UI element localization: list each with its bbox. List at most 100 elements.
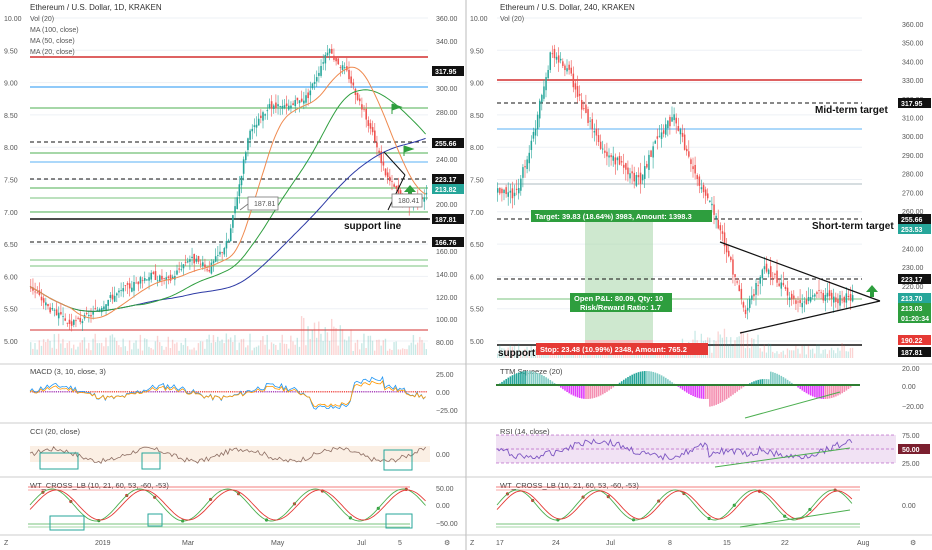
- left-volume-bar: [122, 338, 124, 355]
- left-settings-button[interactable]: ⚙: [444, 539, 450, 547]
- left-volume-bar: [154, 341, 157, 355]
- left-candle-body: [292, 103, 294, 106]
- right-volume-bar: [786, 348, 789, 358]
- right-volume-bar: [765, 352, 768, 358]
- left-candle-body: [191, 256, 193, 259]
- right-ttm-bar: [780, 375, 783, 385]
- right-candle-body: [715, 215, 717, 219]
- left-candle-body: [42, 298, 45, 303]
- right-x-label-3: 8: [668, 540, 672, 547]
- right-candle-body: [732, 259, 734, 275]
- left-macd-hist: [60, 391, 62, 393]
- right-settings-button[interactable]: ⚙: [910, 539, 916, 547]
- right-volume-bar: [746, 333, 749, 358]
- left-volume-bar: [361, 343, 363, 355]
- left-volume-bar: [139, 334, 142, 355]
- left-candle-body: [270, 101, 273, 109]
- right-ttm-bar: [839, 385, 841, 395]
- left-macd-hist: [98, 391, 100, 393]
- left-candle-body: [348, 69, 350, 80]
- left-macd-hist: [326, 391, 328, 393]
- left-candle-body: [300, 98, 303, 102]
- left-volume-bar: [85, 348, 88, 355]
- right-volume-bar: [606, 354, 608, 358]
- right-ttm-bar: [530, 371, 533, 385]
- left-macd-hist: [214, 391, 217, 393]
- left-volume-bar: [378, 339, 380, 355]
- right-candle-body: [625, 163, 627, 170]
- right-volume-bar: [637, 352, 639, 358]
- right-volume-bar: [757, 334, 759, 358]
- left-volume-bar: [275, 345, 277, 355]
- right-candle-body: [602, 148, 604, 150]
- left-macd-hist: [279, 391, 281, 393]
- left-candle-body: [395, 185, 398, 189]
- right-candle-body: [675, 117, 677, 124]
- right-volume-bar: [534, 349, 537, 358]
- left-macd-hist: [401, 391, 404, 393]
- right-volume-bar: [772, 351, 774, 358]
- left-candle-body: [143, 278, 146, 281]
- left-volume-bar: [290, 335, 292, 355]
- left-volume-bar: [350, 329, 352, 355]
- right-ttm-bar: [824, 385, 827, 399]
- right-volume-bar: [667, 353, 669, 358]
- left-macd-hist: [367, 391, 369, 393]
- left-candle-body: [227, 240, 230, 243]
- right-ttm-bar: [772, 372, 774, 385]
- right-right-tick: 220.00: [902, 284, 924, 291]
- right-ttm-bar: [660, 375, 663, 385]
- right-ttm-bar: [566, 385, 568, 393]
- right-volume-bar: [826, 353, 828, 358]
- right-ttm-tick-2: −20.00: [902, 404, 924, 411]
- left-candle-body: [242, 159, 245, 174]
- right-candle-body: [673, 114, 675, 121]
- left-volume-bar: [100, 342, 103, 355]
- right-volume-bar: [803, 345, 805, 358]
- left-volume-bar: [281, 334, 283, 355]
- right-candle-body: [681, 133, 684, 137]
- right-candle-body: [734, 274, 736, 277]
- right-right-axis-ticks: 360.00350.00340.00330.00320.00310.00300.…: [902, 22, 924, 310]
- right-z-button[interactable]: Z: [470, 540, 475, 547]
- right-candle-body: [612, 155, 614, 161]
- right-ttm-bar: [520, 371, 522, 385]
- left-macd-hist: [423, 391, 425, 393]
- left-volume-bar: [169, 348, 172, 355]
- left-candle-body: [311, 83, 314, 89]
- left-macd-hist: [199, 391, 202, 393]
- left-candle-body: [133, 282, 135, 291]
- left-macd-hist: [131, 391, 133, 393]
- left-candle-body: [247, 138, 249, 151]
- left-volume-bar: [257, 345, 260, 355]
- right-candle-body: [578, 93, 581, 96]
- left-macd-hist: [242, 391, 245, 393]
- left-volume-bar: [417, 342, 419, 355]
- left-volume-bar: [32, 348, 34, 355]
- left-price-tag: 317.95: [435, 69, 457, 76]
- right-ttm-bar: [578, 385, 581, 399]
- left-volume-bar: [180, 342, 182, 355]
- right-volume-bar: [499, 344, 501, 358]
- left-z-button[interactable]: Z: [4, 540, 9, 547]
- left-volume-bar: [242, 338, 245, 355]
- left-macd-hist: [320, 391, 322, 393]
- left-macd-hist: [55, 391, 57, 393]
- left-volume-bar: [197, 343, 200, 355]
- left-volume-bar: [94, 333, 96, 355]
- right-ttm-bar: [784, 378, 787, 385]
- left-wt-tick-0: 50.00: [436, 486, 454, 493]
- right-ttm-bar: [738, 385, 741, 391]
- right-ttm-bar: [845, 385, 848, 391]
- left-volume-bar: [343, 339, 346, 355]
- left-macd-hist: [324, 391, 326, 393]
- left-volume-bar: [88, 342, 90, 355]
- right-candle-body: [814, 294, 816, 297]
- right-volume-bar: [814, 353, 816, 358]
- right-ttm-bar: [633, 373, 636, 385]
- right-ttm-bar: [667, 379, 669, 385]
- left-candle-body: [146, 279, 148, 281]
- left-legend-ma50: MA (50, close): [30, 38, 75, 45]
- right-volume-bar: [730, 337, 732, 358]
- left-volume-bars: [30, 316, 427, 355]
